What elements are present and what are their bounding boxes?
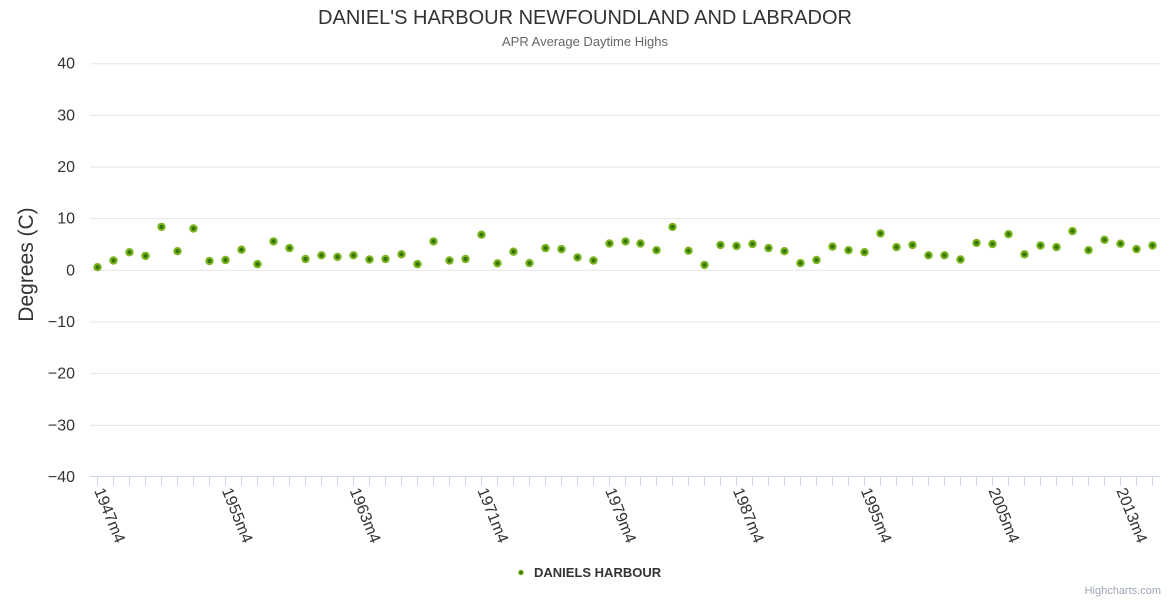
svg-text:40: 40 [57, 56, 75, 73]
svg-text:0: 0 [66, 262, 75, 279]
svg-text:−40: −40 [48, 469, 75, 486]
svg-text:DANIEL'S HARBOUR NEWFOUNDLAND: DANIEL'S HARBOUR NEWFOUNDLAND AND LABRAD… [318, 7, 852, 29]
svg-text:Degrees (C): Degrees (C) [15, 207, 38, 321]
svg-text:−20: −20 [48, 366, 75, 383]
svg-text:10: 10 [57, 211, 75, 228]
svg-text:APR Average Daytime Highs: APR Average Daytime Highs [502, 34, 668, 49]
svg-text:30: 30 [57, 107, 75, 124]
svg-text:Highcharts.com: Highcharts.com [1085, 585, 1161, 597]
svg-text:−30: −30 [48, 417, 75, 434]
svg-text:DANIELS HARBOUR: DANIELS HARBOUR [534, 565, 662, 580]
svg-text:20: 20 [57, 159, 75, 176]
svg-text:−10: −10 [48, 314, 75, 331]
